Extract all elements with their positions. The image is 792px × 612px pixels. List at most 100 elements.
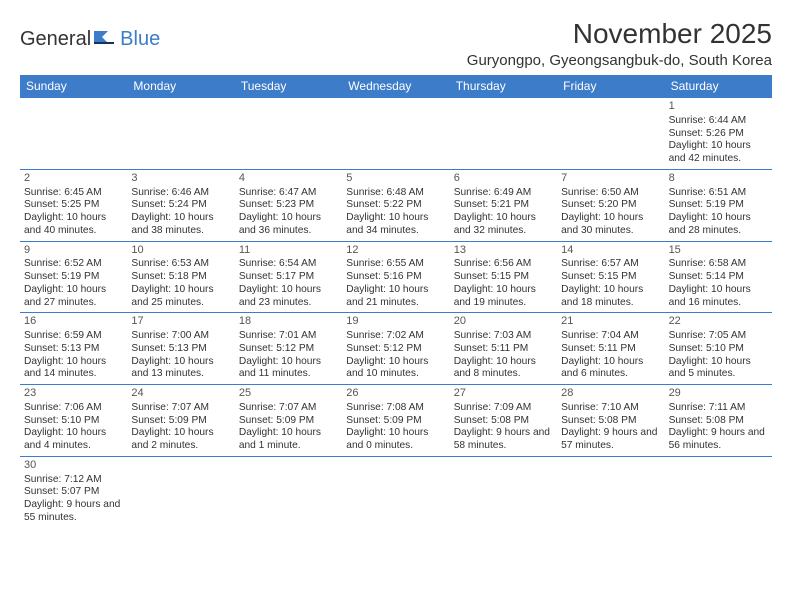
week-row: 30Sunrise: 7:12 AMSunset: 5:07 PMDayligh…: [20, 457, 772, 528]
sunset-text: Sunset: 5:22 PM: [346, 199, 445, 212]
sunset-text: Sunset: 5:20 PM: [561, 199, 660, 212]
day-number: 26: [346, 387, 445, 401]
dow-sunday: Sunday: [20, 75, 127, 98]
week-row: 2Sunrise: 6:45 AMSunset: 5:25 PMDaylight…: [20, 170, 772, 242]
sunrise-text: Sunrise: 7:06 AM: [24, 402, 123, 415]
dow-saturday: Saturday: [665, 75, 772, 98]
sunset-text: Sunset: 5:25 PM: [24, 199, 123, 212]
day-number: 8: [669, 172, 768, 186]
daylight-text: Daylight: 10 hours and 2 minutes.: [131, 427, 230, 453]
daylight-text: Daylight: 10 hours and 18 minutes.: [561, 284, 660, 310]
daylight-text: Daylight: 10 hours and 38 minutes.: [131, 212, 230, 238]
daylight-text: Daylight: 10 hours and 42 minutes.: [669, 140, 768, 166]
day-number: 18: [239, 315, 338, 329]
flag-icon: [94, 29, 116, 50]
day-cell: 5Sunrise: 6:48 AMSunset: 5:22 PMDaylight…: [342, 170, 449, 241]
brand-logo: General Blue: [20, 18, 160, 51]
sunrise-text: Sunrise: 6:58 AM: [669, 258, 768, 271]
sunrise-text: Sunrise: 6:59 AM: [24, 330, 123, 343]
daylight-text: Daylight: 10 hours and 21 minutes.: [346, 284, 445, 310]
sunset-text: Sunset: 5:11 PM: [561, 343, 660, 356]
daylight-text: Daylight: 10 hours and 32 minutes.: [454, 212, 553, 238]
page-header: General Blue November 2025 Guryongpo, Gy…: [20, 18, 772, 69]
sunset-text: Sunset: 5:08 PM: [454, 415, 553, 428]
day-cell: 1Sunrise: 6:44 AMSunset: 5:26 PMDaylight…: [665, 98, 772, 169]
day-cell-empty: [20, 98, 127, 169]
sunset-text: Sunset: 5:21 PM: [454, 199, 553, 212]
day-cell-empty: [235, 98, 342, 169]
daylight-text: Daylight: 10 hours and 13 minutes.: [131, 356, 230, 382]
sunrise-text: Sunrise: 6:47 AM: [239, 187, 338, 200]
day-cell: 11Sunrise: 6:54 AMSunset: 5:17 PMDayligh…: [235, 242, 342, 313]
day-cell: 29Sunrise: 7:11 AMSunset: 5:08 PMDayligh…: [665, 385, 772, 456]
daylight-text: Daylight: 10 hours and 34 minutes.: [346, 212, 445, 238]
daylight-text: Daylight: 10 hours and 36 minutes.: [239, 212, 338, 238]
day-cell-empty: [342, 457, 449, 528]
sunrise-text: Sunrise: 6:57 AM: [561, 258, 660, 271]
sunset-text: Sunset: 5:12 PM: [239, 343, 338, 356]
daylight-text: Daylight: 9 hours and 57 minutes.: [561, 427, 660, 453]
week-row: 16Sunrise: 6:59 AMSunset: 5:13 PMDayligh…: [20, 313, 772, 385]
day-number: 28: [561, 387, 660, 401]
dow-monday: Monday: [127, 75, 234, 98]
sunset-text: Sunset: 5:09 PM: [131, 415, 230, 428]
day-cell: 13Sunrise: 6:56 AMSunset: 5:15 PMDayligh…: [450, 242, 557, 313]
sunrise-text: Sunrise: 6:44 AM: [669, 115, 768, 128]
sunset-text: Sunset: 5:08 PM: [669, 415, 768, 428]
brand-blue-text: Blue: [120, 28, 160, 51]
day-number: 19: [346, 315, 445, 329]
sunrise-text: Sunrise: 7:10 AM: [561, 402, 660, 415]
daylight-text: Daylight: 9 hours and 55 minutes.: [24, 499, 123, 525]
sunrise-text: Sunrise: 6:51 AM: [669, 187, 768, 200]
sunset-text: Sunset: 5:15 PM: [561, 271, 660, 284]
sunset-text: Sunset: 5:24 PM: [131, 199, 230, 212]
day-cell-empty: [557, 457, 664, 528]
daylight-text: Daylight: 9 hours and 58 minutes.: [454, 427, 553, 453]
daylight-text: Daylight: 10 hours and 40 minutes.: [24, 212, 123, 238]
day-number: 1: [669, 100, 768, 114]
calendar-grid: Sunday Monday Tuesday Wednesday Thursday…: [20, 75, 772, 528]
daylight-text: Daylight: 10 hours and 28 minutes.: [669, 212, 768, 238]
sunset-text: Sunset: 5:08 PM: [561, 415, 660, 428]
day-number: 25: [239, 387, 338, 401]
daylight-text: Daylight: 10 hours and 6 minutes.: [561, 356, 660, 382]
day-number: 10: [131, 244, 230, 258]
sunset-text: Sunset: 5:09 PM: [239, 415, 338, 428]
sunset-text: Sunset: 5:19 PM: [24, 271, 123, 284]
day-number: 24: [131, 387, 230, 401]
day-cell: 30Sunrise: 7:12 AMSunset: 5:07 PMDayligh…: [20, 457, 127, 528]
sunset-text: Sunset: 5:14 PM: [669, 271, 768, 284]
day-cell-empty: [235, 457, 342, 528]
day-number: 23: [24, 387, 123, 401]
sunrise-text: Sunrise: 7:09 AM: [454, 402, 553, 415]
day-cell: 8Sunrise: 6:51 AMSunset: 5:19 PMDaylight…: [665, 170, 772, 241]
sunrise-text: Sunrise: 7:00 AM: [131, 330, 230, 343]
day-cell-empty: [665, 457, 772, 528]
sunrise-text: Sunrise: 7:07 AM: [239, 402, 338, 415]
day-cell: 7Sunrise: 6:50 AMSunset: 5:20 PMDaylight…: [557, 170, 664, 241]
day-cell: 26Sunrise: 7:08 AMSunset: 5:09 PMDayligh…: [342, 385, 449, 456]
day-cell: 28Sunrise: 7:10 AMSunset: 5:08 PMDayligh…: [557, 385, 664, 456]
location-subtitle: Guryongpo, Gyeongsangbuk-do, South Korea: [467, 52, 772, 69]
day-number: 22: [669, 315, 768, 329]
day-cell: 17Sunrise: 7:00 AMSunset: 5:13 PMDayligh…: [127, 313, 234, 384]
sunrise-text: Sunrise: 6:45 AM: [24, 187, 123, 200]
day-cell-empty: [450, 98, 557, 169]
sunset-text: Sunset: 5:07 PM: [24, 486, 123, 499]
day-cell: 3Sunrise: 6:46 AMSunset: 5:24 PMDaylight…: [127, 170, 234, 241]
day-number: 29: [669, 387, 768, 401]
day-cell-empty: [342, 98, 449, 169]
sunset-text: Sunset: 5:26 PM: [669, 128, 768, 141]
day-number: 15: [669, 244, 768, 258]
sunrise-text: Sunrise: 7:02 AM: [346, 330, 445, 343]
day-cell: 16Sunrise: 6:59 AMSunset: 5:13 PMDayligh…: [20, 313, 127, 384]
sunset-text: Sunset: 5:13 PM: [24, 343, 123, 356]
daylight-text: Daylight: 10 hours and 23 minutes.: [239, 284, 338, 310]
daylight-text: Daylight: 10 hours and 4 minutes.: [24, 427, 123, 453]
day-number: 11: [239, 244, 338, 258]
sunrise-text: Sunrise: 6:50 AM: [561, 187, 660, 200]
sunrise-text: Sunrise: 7:03 AM: [454, 330, 553, 343]
day-cell: 23Sunrise: 7:06 AMSunset: 5:10 PMDayligh…: [20, 385, 127, 456]
month-title: November 2025: [467, 18, 772, 50]
daylight-text: Daylight: 10 hours and 11 minutes.: [239, 356, 338, 382]
